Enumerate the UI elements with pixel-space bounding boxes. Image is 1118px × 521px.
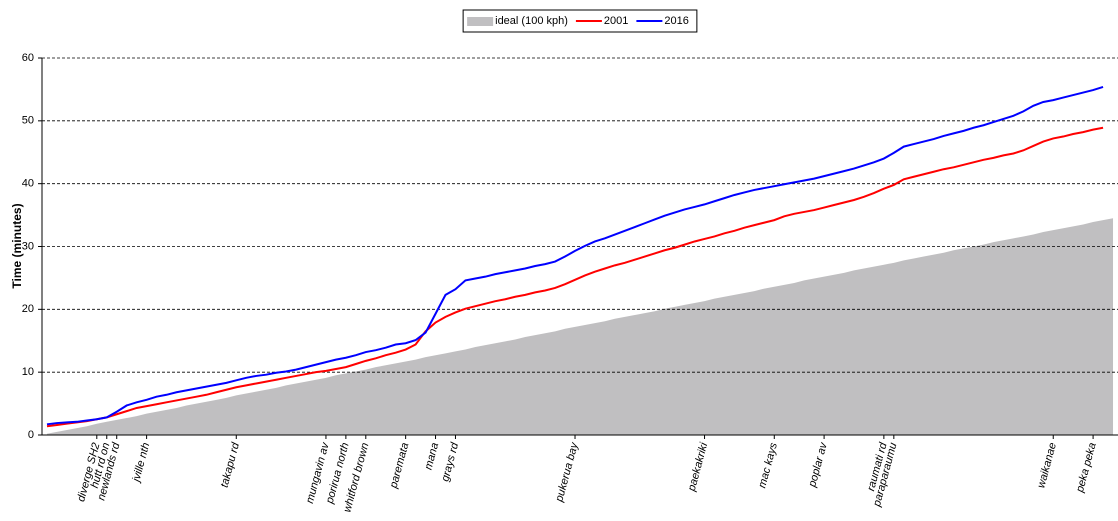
- y-tick-label: 30: [22, 240, 34, 252]
- line: [46, 85, 1104, 426]
- x-tick-label: paremata: [387, 441, 411, 490]
- legend-label: 2016: [664, 15, 688, 27]
- x-tick-label: waikanae: [1035, 441, 1059, 489]
- y-tick-label: 60: [22, 52, 34, 64]
- x-tick-label: peka peka: [1074, 441, 1099, 494]
- x-tick-label: grays rd: [439, 441, 461, 483]
- x-tick-label: poplar av: [806, 440, 830, 489]
- y-tick-label: 0: [28, 429, 34, 441]
- x-tick-label: pukerua bay: [553, 440, 581, 504]
- legend: ideal (100 kph) 2001 2016: [462, 9, 698, 33]
- y-tick-label: 20: [22, 303, 34, 315]
- legend-label: 2001: [604, 15, 628, 27]
- legend-swatch: [467, 17, 494, 26]
- y-tick-label: 40: [22, 178, 34, 190]
- x-tick-label: paekakriki: [686, 441, 711, 493]
- y-axis-label: Time (minutes): [10, 203, 24, 288]
- legend-label: ideal (100 kph): [495, 15, 568, 27]
- x-tick-label: mac kays: [756, 441, 780, 489]
- y-tick-label: 10: [22, 366, 34, 378]
- x-tick-label: jville nth: [130, 441, 152, 484]
- x-tick-label: mana: [423, 441, 442, 471]
- line: [46, 126, 1104, 428]
- x-tick-label: takapu rd: [219, 441, 243, 489]
- area: [46, 218, 1114, 435]
- y-tick-label: 50: [22, 115, 34, 127]
